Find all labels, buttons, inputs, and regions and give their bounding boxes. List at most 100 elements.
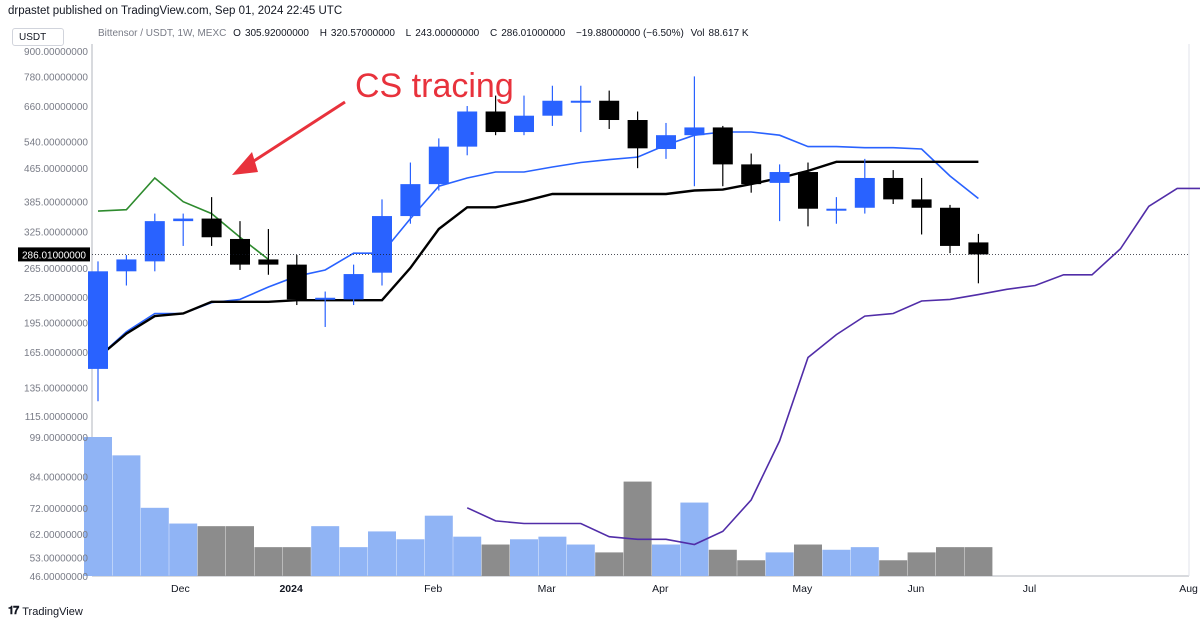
price-tick-label: 385.00000000 [24, 198, 88, 209]
candle-body [144, 221, 165, 262]
time-tick-label: Jul [1023, 583, 1036, 595]
high-value: 320.57000000 [330, 28, 395, 39]
volume-bar [424, 515, 453, 576]
price-tick-label: 900.00000000 [24, 47, 88, 58]
candle-body [258, 259, 279, 265]
price-tick-label: 165.00000000 [24, 348, 88, 359]
time-tick-label: May [792, 583, 813, 595]
indicator-lines [97, 131, 1200, 546]
tradingview-logo-icon: 𝟏𝟕 [8, 605, 19, 617]
volume-bar [623, 481, 652, 576]
annotation-arrowhead [232, 152, 258, 175]
candle-body [798, 172, 818, 209]
candle-body [400, 184, 421, 217]
candle-body [315, 297, 336, 300]
price-tick-label: 780.00000000 [24, 72, 88, 83]
candle-body [684, 127, 705, 136]
volume-bar [680, 502, 709, 576]
symbol-label: Bittensor / USDT, 1W, MEXC [98, 28, 227, 39]
candle-body [428, 146, 449, 185]
publish-caption: drpastet published on TradingView.com, S… [8, 5, 343, 17]
volume-bar [254, 547, 283, 576]
axis-labels: 286.01000000 900.00000000 780.00000000 660.… [18, 47, 1198, 595]
volume-bar [566, 544, 595, 576]
candle-body [485, 111, 506, 133]
time-tick-label: Aug [1179, 583, 1198, 595]
candle-body [940, 207, 960, 246]
volume-bar [84, 437, 112, 576]
close-value: 286.01000000 [501, 28, 566, 39]
volume-bars [84, 437, 993, 576]
candle-body [883, 177, 904, 200]
volume-bar [197, 526, 226, 576]
open-value: 305.92000000 [244, 28, 309, 39]
candle-body [712, 127, 733, 165]
price-tick-label: 195.00000000 [24, 318, 88, 329]
price-tick-label: 660.00000000 [24, 102, 88, 113]
volume-bar [339, 547, 368, 576]
volume-bar [765, 552, 794, 576]
candle-body [911, 199, 932, 208]
volume-bar [794, 544, 822, 576]
low-label: L [405, 28, 412, 39]
price-tick-label: 265.00000000 [24, 264, 88, 275]
price-tick-label: 135.00000000 [24, 384, 88, 395]
candle-body [826, 208, 847, 211]
volume-bar [510, 539, 538, 576]
indicator-line [97, 160, 979, 359]
price-tick-label: 99.00000000 [30, 433, 89, 444]
candle-body [230, 238, 250, 265]
price-tick-label: 115.00000000 [25, 412, 89, 423]
volume-bar [538, 536, 567, 576]
candle-body [854, 177, 875, 208]
vol-label: Vol [690, 28, 705, 39]
last-price-label: 286.01000000 [22, 250, 86, 261]
last-price-tag [18, 247, 90, 262]
indicator-line [466, 187, 1200, 546]
volume-bar [311, 526, 340, 576]
volume-bar [737, 560, 766, 576]
price-tick-label: 46.00000000 [30, 572, 89, 583]
time-tick-label: Dec [171, 583, 190, 595]
price-tick-label: 225.00000000 [24, 293, 88, 304]
candle-body [173, 218, 194, 222]
volume-bar [396, 539, 425, 576]
candle-body [286, 264, 307, 300]
ohlc-legend: Bittensor / USDT, 1W, MEXC O 305.92000000… [98, 28, 757, 39]
candle-body [741, 164, 762, 185]
candle-body [570, 100, 591, 103]
volume-bar [652, 544, 680, 576]
price-tick-label: 465.00000000 [24, 164, 88, 175]
time-tick-label: 2024 [279, 583, 303, 595]
footer-brand: TradingView [22, 605, 83, 618]
volume-bar [879, 560, 908, 576]
candle-body [372, 216, 392, 273]
close-label: C [489, 28, 498, 39]
change-value: −19.88000000 (−6.50%) [575, 28, 684, 39]
price-tick-label: 325.00000000 [24, 228, 88, 239]
price-tick-label: 53.00000000 [30, 554, 89, 565]
indicator-line [97, 131, 979, 359]
time-tick-label: Mar [538, 583, 557, 595]
volume-bar [368, 531, 396, 576]
candles [88, 76, 989, 402]
currency-badge[interactable]: USDT [12, 28, 64, 46]
low-value: 243.00000000 [415, 28, 480, 39]
volume-bar [140, 507, 169, 576]
candle-body [656, 135, 676, 150]
candle-body [627, 120, 648, 149]
price-tick-label: 540.00000000 [24, 138, 88, 149]
candle-body [968, 242, 989, 255]
volume-bar [112, 455, 141, 576]
vol-value: 88.617 K [708, 28, 749, 39]
candle-body [88, 271, 108, 369]
volume-bar [282, 547, 311, 576]
time-tick-label: Apr [652, 583, 669, 595]
annotation-text: CS tracing [355, 67, 514, 105]
volume-bar [708, 549, 737, 576]
high-label: H [319, 28, 327, 39]
time-tick-label: Jun [907, 583, 924, 595]
candle-body [116, 259, 137, 272]
volume-bar [481, 544, 510, 576]
